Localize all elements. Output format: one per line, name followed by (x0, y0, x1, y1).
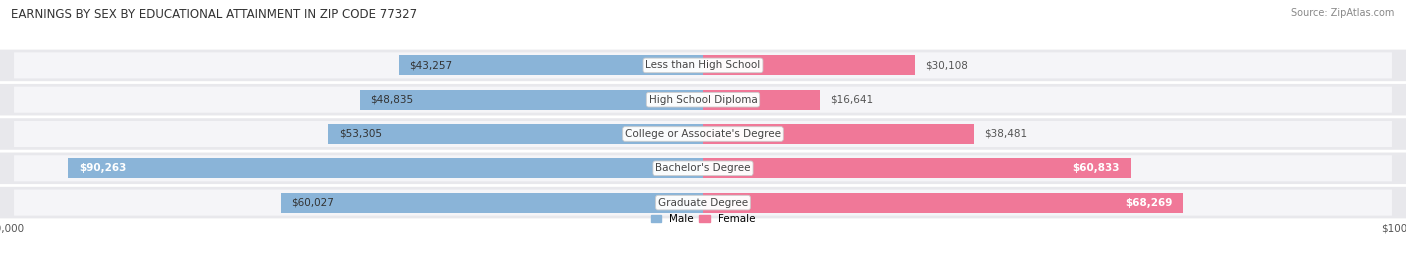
FancyBboxPatch shape (14, 121, 1392, 147)
Text: $68,269: $68,269 (1125, 198, 1173, 208)
FancyBboxPatch shape (0, 118, 1406, 150)
Bar (703, 193, 1182, 213)
Text: $30,108: $30,108 (925, 60, 969, 70)
FancyBboxPatch shape (14, 87, 1392, 113)
FancyBboxPatch shape (0, 187, 1406, 218)
Text: $48,835: $48,835 (370, 95, 413, 105)
Text: Bachelor's Degree: Bachelor's Degree (655, 163, 751, 173)
FancyBboxPatch shape (0, 152, 1406, 184)
FancyBboxPatch shape (14, 155, 1392, 181)
Text: High School Diploma: High School Diploma (648, 95, 758, 105)
Text: $38,481: $38,481 (984, 129, 1028, 139)
Text: $16,641: $16,641 (831, 95, 873, 105)
Bar (703, 55, 915, 75)
Bar (360, 90, 703, 110)
Text: Less than High School: Less than High School (645, 60, 761, 70)
Bar (281, 193, 703, 213)
Bar (703, 90, 820, 110)
FancyBboxPatch shape (0, 84, 1406, 116)
Text: Graduate Degree: Graduate Degree (658, 198, 748, 208)
Legend: Male, Female: Male, Female (647, 210, 759, 228)
Text: $53,305: $53,305 (339, 129, 382, 139)
Bar (328, 124, 703, 144)
FancyBboxPatch shape (14, 52, 1392, 79)
Text: $60,027: $60,027 (291, 198, 335, 208)
FancyBboxPatch shape (14, 189, 1392, 216)
Text: Source: ZipAtlas.com: Source: ZipAtlas.com (1291, 8, 1395, 18)
Text: $90,263: $90,263 (79, 163, 127, 173)
Bar (703, 124, 973, 144)
Bar (703, 158, 1130, 178)
Bar (69, 158, 703, 178)
Bar (399, 55, 703, 75)
Text: $60,833: $60,833 (1073, 163, 1121, 173)
Text: $43,257: $43,257 (409, 60, 453, 70)
Text: EARNINGS BY SEX BY EDUCATIONAL ATTAINMENT IN ZIP CODE 77327: EARNINGS BY SEX BY EDUCATIONAL ATTAINMEN… (11, 8, 418, 21)
FancyBboxPatch shape (0, 50, 1406, 81)
Text: College or Associate's Degree: College or Associate's Degree (626, 129, 780, 139)
